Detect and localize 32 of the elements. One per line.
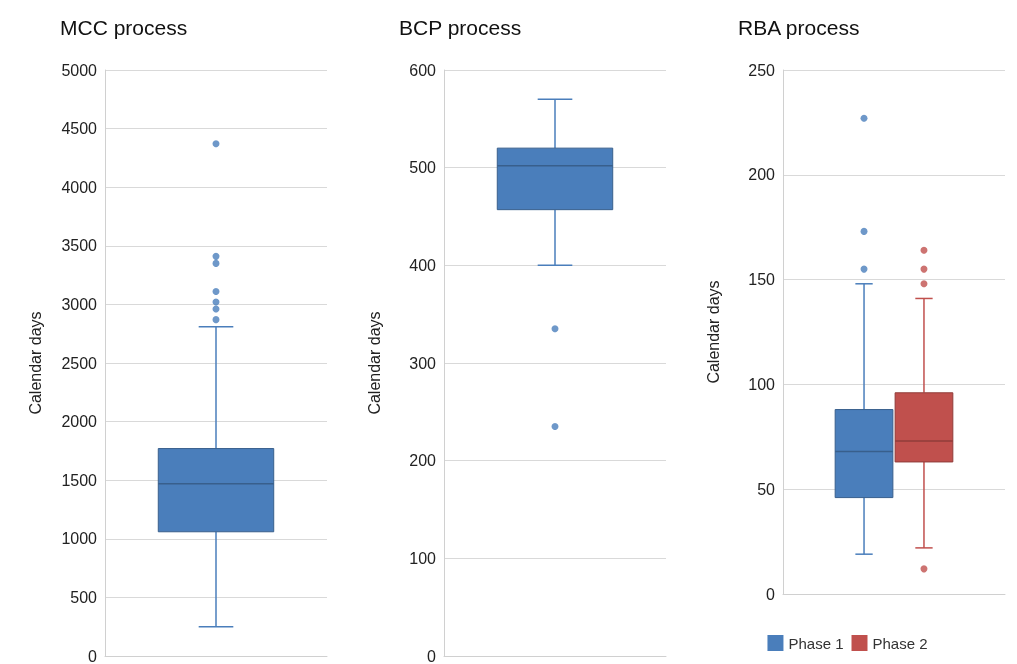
y-tick-label: 250 bbox=[748, 61, 776, 79]
y-tick-label: 200 bbox=[409, 452, 437, 470]
y-tick-label: 1500 bbox=[61, 471, 98, 489]
y-tick-label: 2500 bbox=[61, 354, 98, 372]
y-tick-label: 1000 bbox=[61, 530, 98, 548]
y-axis-title: Calendar days bbox=[365, 311, 383, 415]
y-tick-label: 3500 bbox=[61, 237, 98, 255]
legend-label: Phase 2 bbox=[872, 634, 928, 652]
y-tick-label: 3000 bbox=[61, 295, 98, 313]
y-tick-label: 300 bbox=[409, 354, 437, 372]
y-tick-label: 0 bbox=[766, 585, 776, 603]
y-tick-label: 500 bbox=[70, 588, 98, 606]
y-tick-label: 5000 bbox=[61, 61, 98, 79]
y-tick-label: 100 bbox=[748, 375, 776, 393]
y-tick-label: 0 bbox=[88, 647, 98, 664]
y-tick-label: 100 bbox=[409, 549, 437, 567]
chart-title: BCP process bbox=[399, 16, 522, 39]
y-tick-label: 400 bbox=[409, 256, 437, 274]
y-tick-label: 150 bbox=[748, 271, 776, 289]
y-tick-label: 50 bbox=[757, 480, 776, 498]
chart-title: MCC process bbox=[60, 16, 188, 39]
y-tick-label: 2000 bbox=[61, 413, 98, 431]
y-tick-label: 500 bbox=[409, 159, 437, 177]
y-tick-label: 4000 bbox=[61, 178, 98, 196]
y-tick-label: 4500 bbox=[61, 120, 98, 138]
y-tick-label: 600 bbox=[409, 61, 437, 79]
y-axis-title: Calendar days bbox=[704, 280, 722, 384]
y-axis-title: Calendar days bbox=[26, 311, 44, 415]
y-tick-label: 200 bbox=[748, 166, 776, 184]
chart-title: RBA process bbox=[738, 16, 860, 39]
y-tick-label: 0 bbox=[427, 647, 437, 664]
legend-label: Phase 1 bbox=[788, 634, 844, 652]
